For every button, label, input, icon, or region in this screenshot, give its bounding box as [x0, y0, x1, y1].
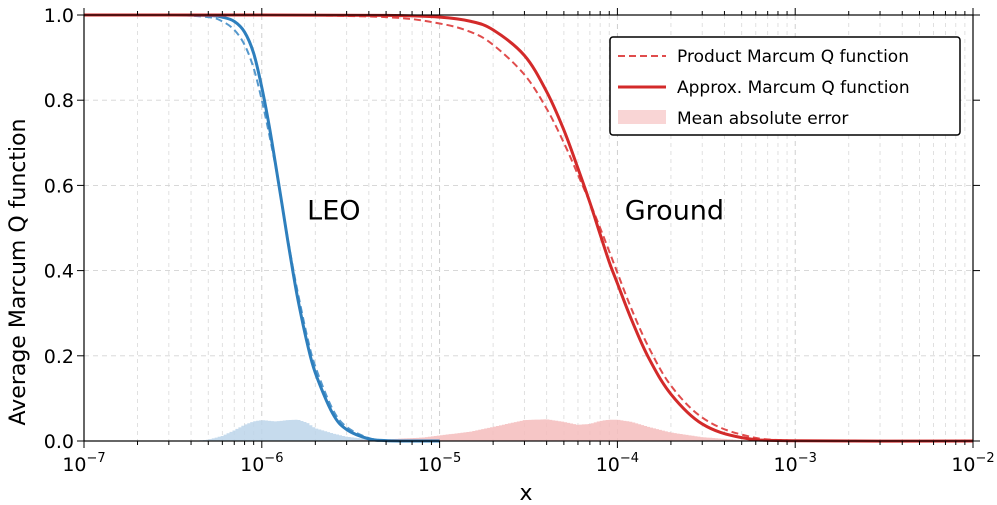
annotation-leo: LEO — [307, 195, 360, 226]
error-area-ground — [315, 419, 796, 441]
x-tick-label: 10−7 — [62, 451, 105, 476]
y-axis-title: Average Marcum Q function — [6, 118, 31, 425]
grid — [83, 14, 974, 442]
x-tick-label: 10−5 — [418, 451, 461, 476]
ticks — [77, 8, 980, 448]
x-tick-label: 10−3 — [774, 451, 817, 476]
y-tick-label: 0.2 — [44, 346, 74, 368]
x-tick-label: 10−2 — [951, 451, 994, 476]
legend-label-product: Product Marcum Q function — [677, 47, 909, 67]
series-ground-approx — [83, 13, 974, 443]
legend: Product Marcum Q function Approx. Marcum… — [609, 36, 961, 136]
legend-label-approx: Approx. Marcum Q function — [677, 78, 910, 98]
plot-frame — [83, 14, 974, 442]
error-areas — [191, 419, 796, 441]
x-axis-title: x — [519, 481, 532, 505]
error-area-leo — [191, 419, 440, 441]
series-lines — [83, 13, 974, 443]
tick-labels: 0.0 0.2 0.4 0.6 0.8 1.0 10−7 10−6 10−5 10−4 10−3 10… — [44, 5, 995, 476]
y-tick-label: 0.4 — [44, 261, 74, 283]
legend-box — [609, 36, 961, 136]
legend-label-error: Mean absolute error — [677, 109, 848, 129]
series-leo-product — [83, 13, 440, 443]
x-tick-label: 10−4 — [596, 451, 639, 476]
series-leo-approx — [83, 13, 440, 443]
x-tick-label: 10−6 — [240, 451, 283, 476]
y-tick-label: 1.0 — [44, 5, 74, 27]
y-tick-label: 0.8 — [44, 90, 74, 112]
annotation-ground: Ground — [625, 195, 724, 226]
legend-swatch-error — [618, 110, 666, 124]
y-tick-label: 0.0 — [44, 431, 74, 453]
y-tick-label: 0.6 — [44, 175, 74, 197]
